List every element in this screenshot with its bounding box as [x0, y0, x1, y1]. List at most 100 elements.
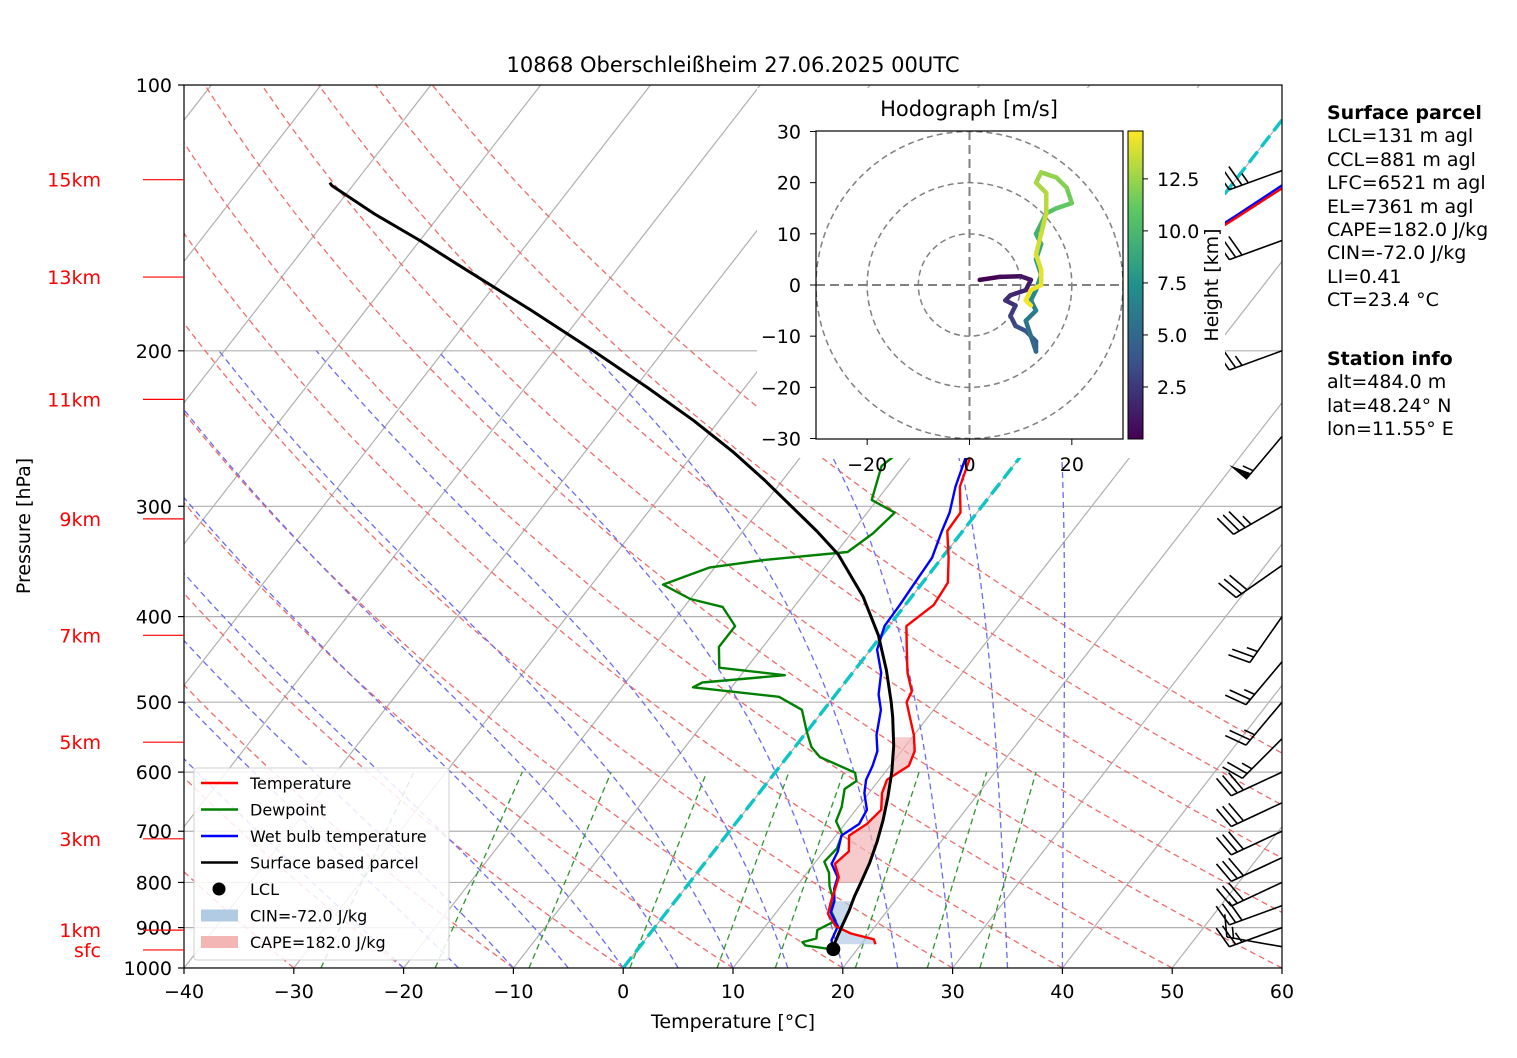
hodograph-segment	[977, 274, 1003, 283]
wind-barb	[1215, 901, 1283, 926]
hodograph-segment	[1023, 318, 1034, 339]
height-label: 7km	[59, 625, 101, 647]
barb-full	[1221, 805, 1238, 825]
barb-shaft	[1230, 856, 1283, 883]
legend: Temperature Dewpoint Wet bulb temperature S…	[193, 767, 450, 961]
station-line-alt: alt=484.0 m	[1327, 371, 1447, 394]
x-tick-label: 40	[1050, 981, 1074, 1003]
y-tick-label: 500	[136, 692, 172, 714]
mixing-ratio-line	[774, 771, 845, 968]
mixing-ratio-line	[716, 771, 790, 968]
barb-full	[1221, 834, 1238, 853]
station-line-lat: lat=48.24° N	[1327, 394, 1452, 417]
barb-shaft	[1226, 936, 1283, 948]
hodograph-y-tick-label: −20	[761, 377, 801, 399]
barb-full	[1222, 766, 1243, 780]
height-label: 9km	[59, 509, 101, 531]
barb-half	[1243, 729, 1255, 736]
barb-full	[1218, 582, 1237, 599]
mixing-ratio-line	[979, 771, 1037, 968]
legend-label: Dewpoint	[250, 801, 326, 820]
height-label: 3km	[59, 829, 101, 851]
y-tick-label: 800	[136, 872, 172, 894]
legend-box	[193, 767, 450, 961]
colorbar-tick-label: 5.0	[1157, 325, 1187, 347]
x-tick-label: 30	[941, 981, 965, 1003]
barb-half	[1243, 688, 1255, 696]
wind-barb	[1216, 505, 1283, 535]
x-tick-label: −30	[274, 981, 314, 1003]
barb-shaft	[1229, 239, 1283, 261]
surface-line-li: LI=0.41	[1327, 265, 1402, 288]
barb-full	[1221, 903, 1237, 923]
barb-shaft	[1241, 738, 1283, 779]
colorbar-tick-label: 12.5	[1157, 169, 1199, 191]
hodograph-x-tick-label: 20	[1060, 454, 1084, 476]
isotherm-line	[184, 85, 761, 828]
barb-half	[1241, 762, 1253, 770]
wind-barb	[1215, 166, 1283, 191]
isotherm-line	[732, 260, 1282, 968]
mixing-ratio-line	[854, 771, 920, 968]
moist-adiabat	[184, 639, 514, 968]
barb-half	[1242, 465, 1254, 472]
barb-half	[1234, 355, 1243, 366]
x-tick-label: −40	[164, 981, 204, 1003]
legend-swatch-dot	[212, 882, 226, 896]
surface-line-cin: CIN=-72.0 J/kg	[1327, 242, 1467, 265]
wind-barb	[1218, 564, 1283, 599]
dry-adiabat	[184, 411, 844, 968]
barb-full	[1215, 777, 1232, 797]
barb-full	[1223, 578, 1243, 595]
legend-swatch-patch	[201, 909, 238, 922]
wind-barb	[1224, 661, 1283, 706]
isotherm-line	[952, 543, 1282, 968]
wind-barb	[1222, 738, 1283, 780]
surface-line-lfc: LFC=6521 m agl	[1327, 172, 1486, 195]
barb-shaft	[1230, 881, 1283, 907]
barb-full	[1229, 574, 1248, 591]
wind-barb	[1215, 235, 1283, 261]
station-info-panel: Station info alt=484.0 m lat=48.24° N lo…	[1327, 348, 1454, 442]
barb-full	[1226, 761, 1248, 775]
moist-adiabat	[437, 350, 844, 968]
barb-full	[1215, 808, 1232, 827]
moist-adiabat	[763, 350, 954, 968]
height-label: 13km	[47, 267, 101, 289]
height-label: 5km	[59, 732, 101, 754]
moist-adiabat	[184, 496, 624, 968]
x-tick-label: 50	[1160, 981, 1184, 1003]
hodograph-segment	[1023, 298, 1034, 308]
surface-parcel-heading: Surface parcel	[1327, 102, 1482, 124]
mixing-ratio-line	[528, 771, 612, 968]
hodograph-segment	[1033, 252, 1044, 272]
parcel-line	[328, 181, 896, 950]
hodograph-y-tick-label: 30	[777, 122, 801, 144]
colorbar-tick-label: 10.0	[1157, 221, 1199, 243]
x-tick-label: 0	[617, 981, 629, 1003]
hodograph-y-tick-label: −10	[761, 326, 801, 348]
hodograph-segment	[1038, 211, 1049, 237]
colorbar-label: Height [km]	[1201, 228, 1223, 341]
barb-full	[1228, 772, 1245, 791]
surface-line-lcl: LCL=131 m agl	[1327, 125, 1474, 148]
barb-shaft	[1230, 771, 1283, 797]
surface-line-cape: CAPE=182.0 J/kg	[1327, 219, 1489, 242]
barb-full	[1229, 689, 1251, 701]
hodograph-segment	[1023, 308, 1039, 324]
hodograph-segment	[1054, 200, 1075, 211]
chart-title: 10868 Oberschleißheim 27.06.2025 00UTC	[507, 53, 960, 77]
barb-shaft	[1229, 926, 1283, 948]
legend-label: Temperature	[249, 774, 351, 793]
hodograph-background	[757, 88, 1225, 458]
mixing-ratio-line	[926, 771, 988, 968]
isotherm-line	[842, 401, 1282, 968]
surface-line-ct: CT=23.4 °C	[1327, 289, 1439, 312]
height-label: sfc	[74, 940, 101, 962]
barb-full	[1232, 648, 1255, 658]
lcl-marker	[826, 942, 841, 957]
hodograph-segment	[1008, 287, 1029, 298]
surface-line-el: EL=7361 m agl	[1327, 195, 1474, 218]
